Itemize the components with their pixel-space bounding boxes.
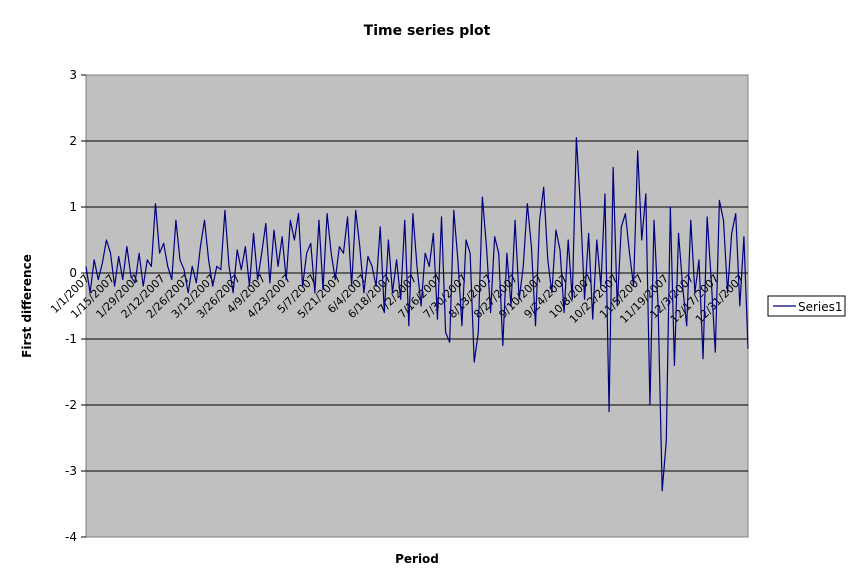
series-line-0	[85, 137, 749, 492]
y-tick-label: -3	[65, 464, 77, 478]
y-tick-label: 0	[69, 266, 77, 280]
y-axis-title: First difference	[20, 254, 34, 358]
chart-title: Time series plot	[364, 23, 491, 39]
y-tick-label: 3	[69, 68, 77, 82]
y-tick-label: -4	[65, 530, 77, 544]
y-tick-label: -1	[65, 332, 77, 346]
y-tick-label: 2	[69, 134, 77, 148]
y-tick-label: -2	[65, 398, 77, 412]
x-axis-title: Period	[395, 552, 439, 566]
series-lines	[85, 137, 749, 492]
legend: Series1	[767, 295, 846, 317]
y-axis-ticks: 3 2 1 0 -1 -2 -3 -4	[65, 68, 86, 544]
gridlines	[86, 140, 748, 472]
legend-box	[767, 295, 846, 317]
y-tick-label: 1	[69, 200, 77, 214]
legend-label-series1: Series1	[798, 300, 843, 314]
